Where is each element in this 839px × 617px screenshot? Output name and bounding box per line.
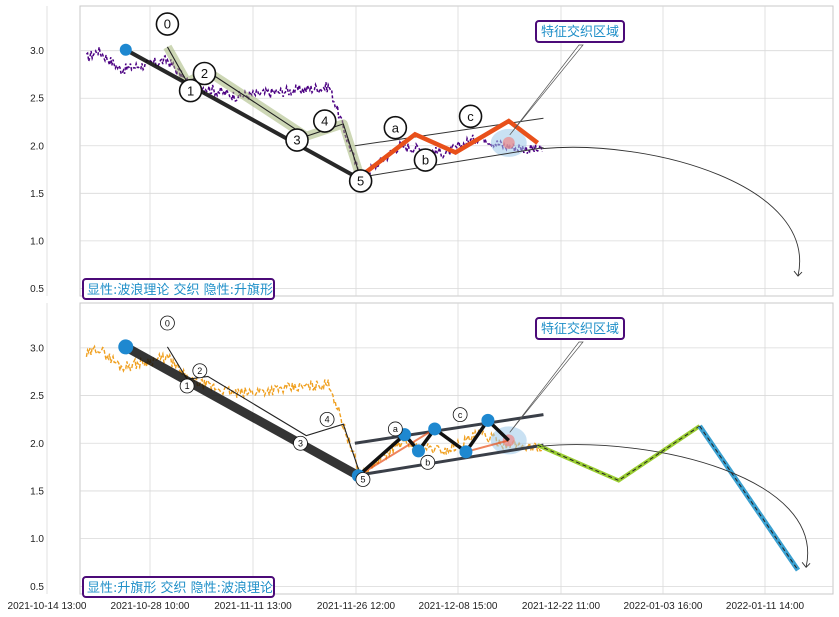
wave-label-1: 1 (187, 83, 194, 98)
pattern-label-box (82, 278, 275, 300)
start-point (119, 43, 132, 56)
y-tick-label: 3.0 (30, 343, 44, 354)
x-tick-label: 2021-11-26 12:00 (317, 601, 396, 612)
wave-label-b-circle (420, 454, 436, 470)
y-tick-label: 0.5 (30, 284, 44, 295)
region-pointer (509, 44, 584, 136)
x-tick-label: 2021-10-28 10:00 (111, 601, 190, 612)
wave-label-4: 4 (325, 415, 330, 425)
wave-label-a-circle (387, 421, 403, 437)
impulse-subwave (166, 46, 362, 179)
wave-label-a: a (392, 120, 400, 135)
channel-lower (354, 443, 544, 478)
pattern-label-box (82, 576, 275, 598)
y-tick-label: 2.0 (30, 439, 44, 450)
wave-label-4-circle (312, 109, 337, 133)
x-axis: 2021-10-14 13:00 2021-10-28 10:00 2021-11-… (8, 601, 805, 612)
correction-abc (356, 118, 540, 180)
forecast-arrowhead (793, 270, 803, 277)
wave-label-c: c (458, 410, 463, 420)
wave-label-b: b (425, 458, 430, 468)
price-series (85, 344, 543, 479)
wave-label-3-circle (285, 128, 309, 152)
wave-label-0: 0 (164, 17, 171, 32)
wave-label-b: b (422, 153, 429, 168)
wave-label-5-circle (355, 472, 371, 487)
region-label: 特征交织区域 (541, 24, 619, 40)
x-tick-label: 2022-01-11 14:00 (726, 601, 805, 612)
bottom-panel: 0.5 1.0 1.5 2.0 2.5 3.0 0 12 3 4 5 a b c 特征交织区域显性:升旗形 … (30, 302, 834, 598)
y-tick-label: 3.0 (30, 46, 44, 57)
wave-label-3: 3 (293, 133, 300, 148)
wave-label-a: a (393, 424, 398, 434)
x-tick-label: 2021-12-08 15:00 (419, 601, 498, 612)
wave-label-5: 5 (357, 174, 364, 189)
region-pointer (509, 341, 584, 433)
pattern-label: 显性:波浪理论 交织 隐性:升旗形 (87, 282, 273, 298)
wave-label-1: 1 (185, 381, 190, 391)
y-tick-label: 2.5 (30, 94, 44, 105)
flag-point (411, 444, 425, 458)
wave-label-1-circle (178, 78, 203, 103)
wave-label-2-circle (192, 363, 208, 379)
wave-label-2: 2 (197, 366, 202, 376)
y-tick-label: 1.5 (30, 189, 44, 200)
wave-label-3: 3 (298, 438, 303, 448)
wave-label-5-circle (348, 169, 373, 193)
forecast-zigzag-dash (537, 425, 700, 482)
wave-label-c-circle (452, 407, 468, 423)
flag-point (459, 445, 473, 459)
channel-lower (354, 147, 544, 179)
wave-label-0-circle (160, 315, 175, 331)
y-tick-label: 1.0 (30, 534, 44, 545)
y-tick-label: 2.5 (30, 391, 44, 402)
pattern-label: 显性:升旗形 交织 隐性:波浪理论 (87, 580, 273, 596)
start-point (118, 339, 134, 355)
wave-label-b-circle (413, 148, 438, 172)
y-tick-label: 1.5 (30, 486, 44, 497)
region-label-box (535, 20, 625, 43)
impulse-line (123, 342, 361, 480)
wave-label-c: c (467, 109, 474, 124)
wave-label-4: 4 (321, 114, 328, 129)
wave-label-3-circle (293, 435, 308, 451)
forecast-arrowhead (801, 562, 811, 568)
y-tick-label: 0.5 (30, 582, 44, 593)
forecast-down-dash (699, 425, 799, 571)
wave-label-0-circle (155, 12, 180, 36)
wave-label-c-circle (458, 104, 483, 129)
region-label: 特征交织区域 (541, 321, 619, 337)
plot-area (79, 302, 834, 595)
x-tick-label: 2021-11-11 13:00 (214, 601, 292, 612)
wave-label-2-circle (192, 61, 217, 86)
y-tick-label: 2.0 (30, 141, 44, 152)
x-tick-label: 2022-01-03 16:00 (624, 601, 703, 612)
wave-label-a-circle (383, 115, 408, 140)
wave-label-2: 2 (201, 66, 208, 81)
wave-label-0: 0 (165, 318, 170, 328)
wave-label-4-circle (319, 411, 335, 427)
flag-point (428, 422, 442, 436)
x-tick-label: 2021-12-22 11:00 (522, 601, 601, 612)
region-dot (502, 136, 515, 149)
forecast-arc (542, 444, 809, 568)
top-panel: 0.5 1.0 1.5 2.0 2.5 3.0 0 12 3 4 5 a b c 特征交织区域显性:波浪理论… (30, 5, 834, 300)
region-label-box (535, 317, 625, 340)
wave-label-5: 5 (360, 475, 365, 485)
channel-upper (354, 413, 544, 445)
flag-point (481, 413, 495, 427)
x-tick-label: 2021-10-14 13:00 (8, 601, 87, 612)
price-series (85, 46, 544, 183)
forecast-arc (542, 146, 801, 277)
y-tick-label: 1.0 (30, 236, 44, 247)
impulse-line (124, 47, 360, 180)
wave-label-1-circle (179, 378, 195, 394)
